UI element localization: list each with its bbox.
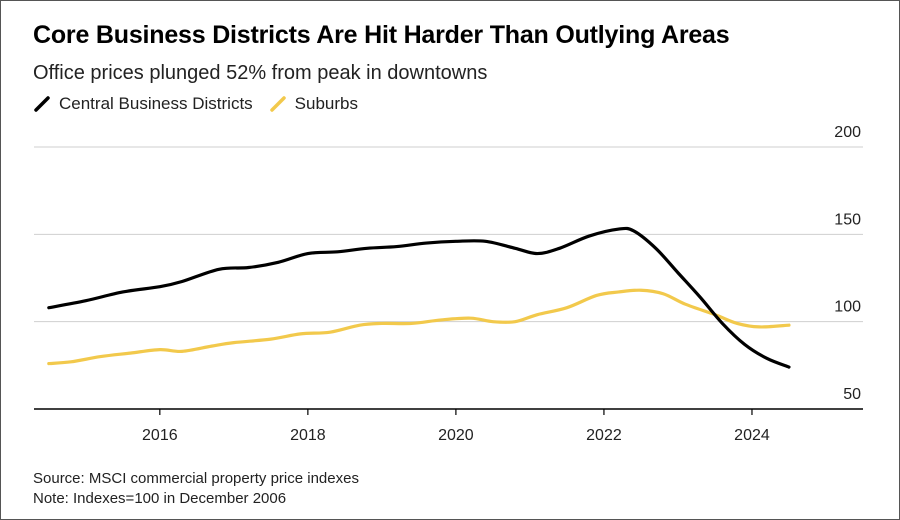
legend-item-cbd: Central Business Districts <box>33 94 253 114</box>
chart-subtitle: Office prices plunged 52% from peak in d… <box>33 62 488 84</box>
legend-item-suburbs: Suburbs <box>269 94 358 114</box>
y-tick-label: 50 <box>843 386 861 403</box>
legend-swatch-suburbs <box>269 96 286 112</box>
x-tick-label: 2016 <box>142 427 178 444</box>
x-tick-label: 2020 <box>438 427 474 444</box>
x-tick-label: 2024 <box>734 427 770 444</box>
legend: Central Business Districts Suburbs <box>33 94 374 114</box>
x-tick-label: 2022 <box>586 427 622 444</box>
legend-label-cbd: Central Business Districts <box>59 94 253 113</box>
y-tick-label: 200 <box>834 124 861 141</box>
series-line-suburbs <box>47 288 791 366</box>
y-tick-label: 150 <box>834 211 861 228</box>
source-note: Source: MSCI commercial property price i… <box>33 470 359 487</box>
legend-swatch-cbd <box>34 96 50 112</box>
series-line-cbd <box>47 226 791 369</box>
y-tick-label: 100 <box>834 299 861 316</box>
x-tick-label: 2018 <box>290 427 326 444</box>
chart-title: Core Business Districts Are Hit Harder T… <box>33 21 730 49</box>
index-note: Note: Indexes=100 in December 2006 <box>33 490 287 507</box>
legend-label-suburbs: Suburbs <box>294 94 358 113</box>
chart-footer: Source: MSCI commercial property price i… <box>33 469 359 509</box>
